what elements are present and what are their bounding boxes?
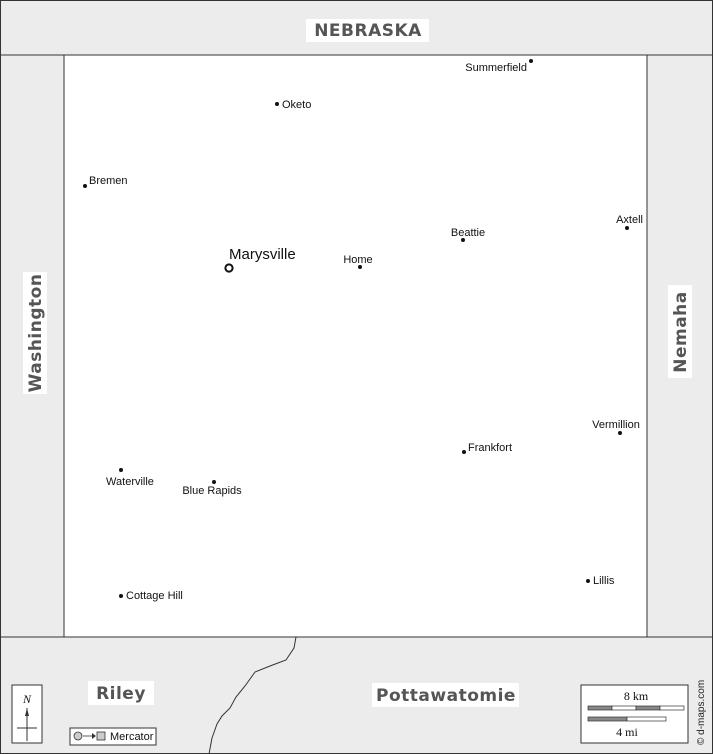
washington-label-bg: [23, 272, 47, 394]
town-dot-icon: [462, 450, 466, 454]
town-label: Bremen: [89, 175, 128, 187]
scale-km-bar: [587, 705, 685, 711]
town-oketo: Oketo: [275, 99, 311, 111]
town-label: Vermillion: [592, 419, 640, 431]
town-dot-icon: [119, 468, 123, 472]
town-dot-icon: [119, 594, 123, 598]
scale-bar: 8 km 4 mi: [580, 684, 689, 744]
north-arrow-icon: [17, 708, 37, 741]
nebraska-label: NEBRASKA: [314, 21, 422, 41]
town-frankfort: Frankfort: [462, 442, 512, 454]
town-dot-icon: [625, 226, 629, 230]
nemaha-label: Nemaha: [671, 291, 691, 373]
pottawatomie-label-bg: [372, 683, 519, 707]
county-seat-label: Marysville: [229, 246, 296, 263]
scale-km-label: 8 km: [624, 689, 649, 703]
projection-box: Mercator: [69, 727, 157, 746]
washington-label: Washington: [26, 274, 46, 393]
projection-box-frame: [69, 727, 157, 746]
compass-label: N: [22, 692, 32, 706]
town-bremen: Bremen: [83, 175, 128, 188]
county-area: [63, 54, 648, 638]
town-summerfield: Summerfield: [465, 59, 533, 74]
scale-mi-bar: [587, 716, 667, 722]
town-dot-icon: [586, 579, 590, 583]
town-cottage-hill: Cottage Hill: [119, 590, 183, 602]
town-dot-icon: [461, 238, 465, 242]
town-waterville: Waterville: [106, 468, 154, 488]
riley-pottawatomie-border: [208, 636, 297, 754]
town-label: Summerfield: [465, 62, 527, 74]
riley-label: Riley: [96, 684, 146, 704]
town-dot-icon: [83, 184, 87, 188]
projection-icon: [73, 731, 106, 741]
town-label: Home: [343, 254, 372, 266]
county-seat-ring-icon: [224, 263, 234, 273]
riley-label-bg: [88, 681, 154, 705]
nebraska-label-bg: [306, 19, 429, 42]
pottawatomie-label: Pottawatomie: [376, 686, 516, 706]
town-lillis: Lillis: [586, 575, 615, 587]
town-label: Axtell: [616, 214, 643, 226]
town-dot-icon: [529, 59, 533, 63]
town-dot-icon: [275, 102, 279, 106]
town-label: Beattie: [451, 227, 485, 239]
town-beattie: Beattie: [451, 227, 485, 242]
scale-bar-frame: [580, 684, 689, 744]
projection-label: Mercator: [110, 731, 154, 743]
town-label: Blue Rapids: [182, 485, 242, 497]
credit-label: © d-maps.com: [696, 680, 707, 745]
town-dot-icon: [358, 265, 362, 269]
compass: N: [11, 684, 43, 744]
town-dot-icon: [618, 431, 622, 435]
town-home: Home: [343, 254, 373, 269]
town-vermillion: Vermillion: [592, 419, 640, 435]
town-blue-rapids: Blue Rapids: [182, 480, 242, 497]
town-label: Frankfort: [468, 442, 512, 454]
town-dot-icon: [212, 480, 216, 484]
town-label: Waterville: [106, 476, 154, 488]
nemaha-label-bg: [668, 285, 692, 378]
scale-mi-label: 4 mi: [616, 725, 638, 739]
town-axtell: Axtell: [616, 214, 643, 230]
town-label: Cottage Hill: [126, 590, 183, 602]
town-label: Oketo: [282, 99, 311, 111]
town-label: Lillis: [593, 575, 615, 587]
